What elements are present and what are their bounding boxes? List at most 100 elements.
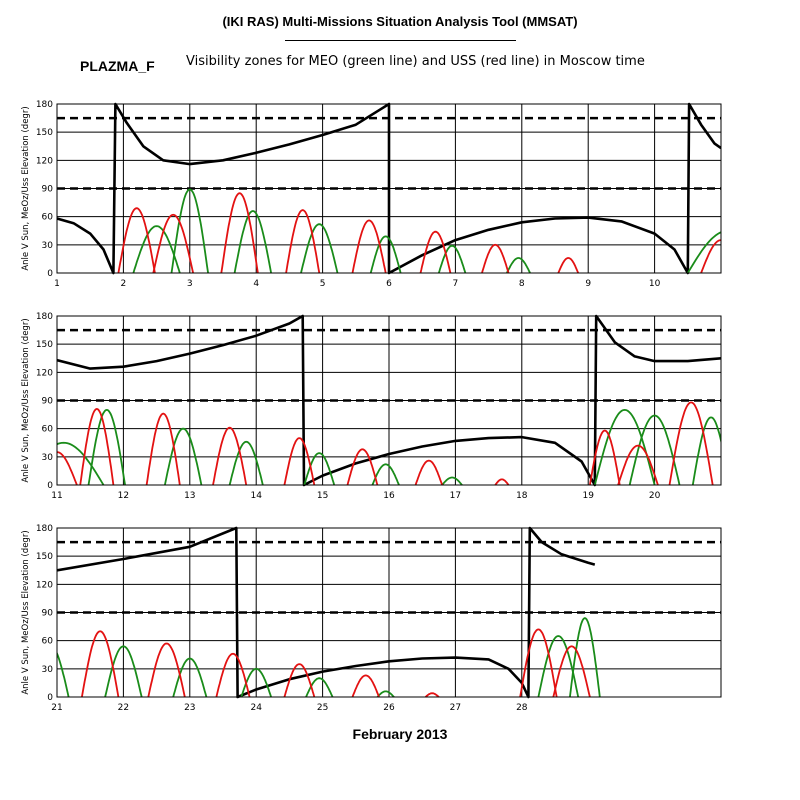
y-tick-label: 150 bbox=[36, 552, 53, 562]
x-tick-label: 24 bbox=[250, 703, 262, 713]
x-tick-label: 20 bbox=[649, 491, 661, 501]
y-tick-label: 90 bbox=[42, 397, 54, 407]
y-tick-label: 180 bbox=[36, 312, 53, 322]
uss-visibility-arc bbox=[494, 478, 510, 486]
meo-visibility-arc bbox=[305, 677, 334, 698]
chart-panel-3: 21 22 23 24 25 26 27 28 0 30 60 90 120 150 180 Anle V S… bbox=[21, 524, 722, 713]
uss-visibility-arc bbox=[589, 429, 621, 486]
meo-visibility-arc bbox=[300, 223, 339, 274]
x-tick-label: 1 bbox=[54, 279, 60, 289]
y-tick-label: 180 bbox=[36, 524, 53, 534]
meo-visibility-arc bbox=[233, 210, 272, 274]
meo-visibility-arc bbox=[170, 188, 209, 274]
y-tick-label: 60 bbox=[42, 213, 54, 223]
y-tick-label: 150 bbox=[36, 128, 53, 138]
plot-frame bbox=[56, 527, 722, 698]
meo-visibility-arc bbox=[369, 235, 402, 274]
x-tick-label: 11 bbox=[51, 491, 62, 501]
x-tick-label: 13 bbox=[184, 491, 195, 501]
uss-visibility-arc bbox=[147, 642, 186, 698]
x-tick-label: 18 bbox=[516, 491, 528, 501]
x-tick-label: 21 bbox=[51, 703, 62, 713]
x-tick-label: 9 bbox=[585, 279, 591, 289]
x-axis-month-label: February 2013 bbox=[352, 726, 448, 742]
x-tick-label: 17 bbox=[450, 491, 461, 501]
uss-visibility-arc bbox=[519, 628, 558, 698]
sun-angle-line bbox=[57, 526, 596, 699]
meo-visibility-arc bbox=[569, 617, 601, 698]
x-tick-label: 22 bbox=[118, 703, 129, 713]
uss-visibility-arc bbox=[145, 412, 181, 486]
x-tick-label: 3 bbox=[187, 279, 193, 289]
y-tick-label: 120 bbox=[36, 156, 53, 166]
uss-visibility-arc bbox=[57, 451, 78, 486]
y-axis-label: Anle V Sun, MeOz/Uss Elevation (degr) bbox=[21, 106, 31, 270]
meo-visibility-arc bbox=[437, 244, 467, 274]
uss-visibility-arc bbox=[283, 437, 316, 486]
meo-visibility-arc bbox=[506, 257, 531, 274]
x-tick-label: 28 bbox=[516, 703, 528, 713]
meo-visibility-arc bbox=[371, 463, 400, 486]
meo-visibility-arc bbox=[687, 231, 721, 274]
y-tick-label: 60 bbox=[42, 637, 54, 647]
meo-visibility-arc bbox=[132, 225, 181, 274]
x-tick-label: 6 bbox=[386, 279, 392, 289]
uss-visibility-arc bbox=[557, 257, 580, 274]
meo-visibility-arc bbox=[441, 476, 463, 486]
x-tick-label: 27 bbox=[450, 703, 461, 713]
x-tick-label: 26 bbox=[383, 703, 395, 713]
meo-visibility-arc bbox=[303, 452, 336, 486]
meo-visibility-arc bbox=[691, 416, 721, 486]
x-tick-label: 7 bbox=[453, 279, 459, 289]
uss-visibility-arc bbox=[79, 407, 115, 486]
chart-title: (IKI RAS) Multi-Missions Situation Analy… bbox=[222, 14, 578, 29]
plot-frame bbox=[56, 103, 722, 274]
y-tick-label: 30 bbox=[42, 665, 54, 675]
x-tick-label: 16 bbox=[383, 491, 395, 501]
uss-visibility-arc bbox=[552, 645, 591, 698]
y-tick-label: 0 bbox=[47, 693, 53, 703]
meo-visibility-arc bbox=[164, 427, 203, 486]
y-axis-label: Anle V Sun, MeOz/Uss Elevation (degr) bbox=[21, 318, 31, 482]
y-tick-label: 0 bbox=[47, 481, 53, 491]
plot-frame bbox=[56, 315, 722, 486]
chart-panel-2: 11 12 13 14 15 16 17 18 19 20 0 30 60 90 120 150 180 Anle… bbox=[21, 312, 722, 501]
y-tick-label: 120 bbox=[36, 368, 53, 378]
uss-visibility-arc bbox=[220, 192, 259, 274]
x-tick-label: 10 bbox=[649, 279, 661, 289]
x-tick-label: 23 bbox=[184, 703, 195, 713]
uss-visibility-arc bbox=[346, 448, 379, 486]
x-tick-label: 15 bbox=[317, 491, 328, 501]
chart-subtitle: Visibility zones for MEO (green line) an… bbox=[186, 54, 645, 69]
y-tick-label: 60 bbox=[42, 425, 54, 435]
y-tick-label: 180 bbox=[36, 100, 53, 110]
uss-visibility-arc bbox=[152, 213, 194, 274]
x-tick-label: 8 bbox=[519, 279, 525, 289]
x-tick-label: 2 bbox=[121, 279, 127, 289]
x-tick-label: 12 bbox=[118, 491, 129, 501]
chart-panel-1: 1 2 3 4 5 6 7 8 9 10 0 30 60 90 120 150 180 Anle V Sun, M… bbox=[21, 100, 722, 289]
y-tick-label: 120 bbox=[36, 580, 53, 590]
uss-visibility-arc bbox=[81, 630, 120, 698]
meo-visibility-arc bbox=[172, 657, 208, 698]
x-tick-label: 25 bbox=[317, 703, 328, 713]
sun-angle-line bbox=[57, 314, 721, 487]
x-tick-label: 4 bbox=[253, 279, 259, 289]
y-tick-label: 90 bbox=[42, 185, 54, 195]
x-tick-label: 19 bbox=[582, 491, 594, 501]
meo-visibility-arc bbox=[593, 408, 656, 486]
meo-visibility-arc bbox=[87, 408, 126, 486]
program-name: PLAZMA_F bbox=[80, 58, 155, 74]
uss-visibility-arc bbox=[419, 230, 452, 274]
y-tick-label: 90 bbox=[42, 609, 54, 619]
y-tick-label: 30 bbox=[42, 241, 54, 251]
y-axis-label: Anle V Sun, MeOz/Uss Elevation (degr) bbox=[21, 530, 31, 694]
uss-visibility-arc bbox=[215, 652, 251, 698]
uss-visibility-arc bbox=[481, 243, 510, 274]
uss-visibility-arc bbox=[668, 401, 714, 486]
y-tick-label: 0 bbox=[47, 269, 53, 279]
uss-visibility-arc bbox=[617, 444, 659, 486]
uss-visibility-arc bbox=[285, 209, 321, 274]
meo-visibility-arc bbox=[537, 635, 580, 698]
meo-visibility-arc bbox=[57, 441, 105, 486]
